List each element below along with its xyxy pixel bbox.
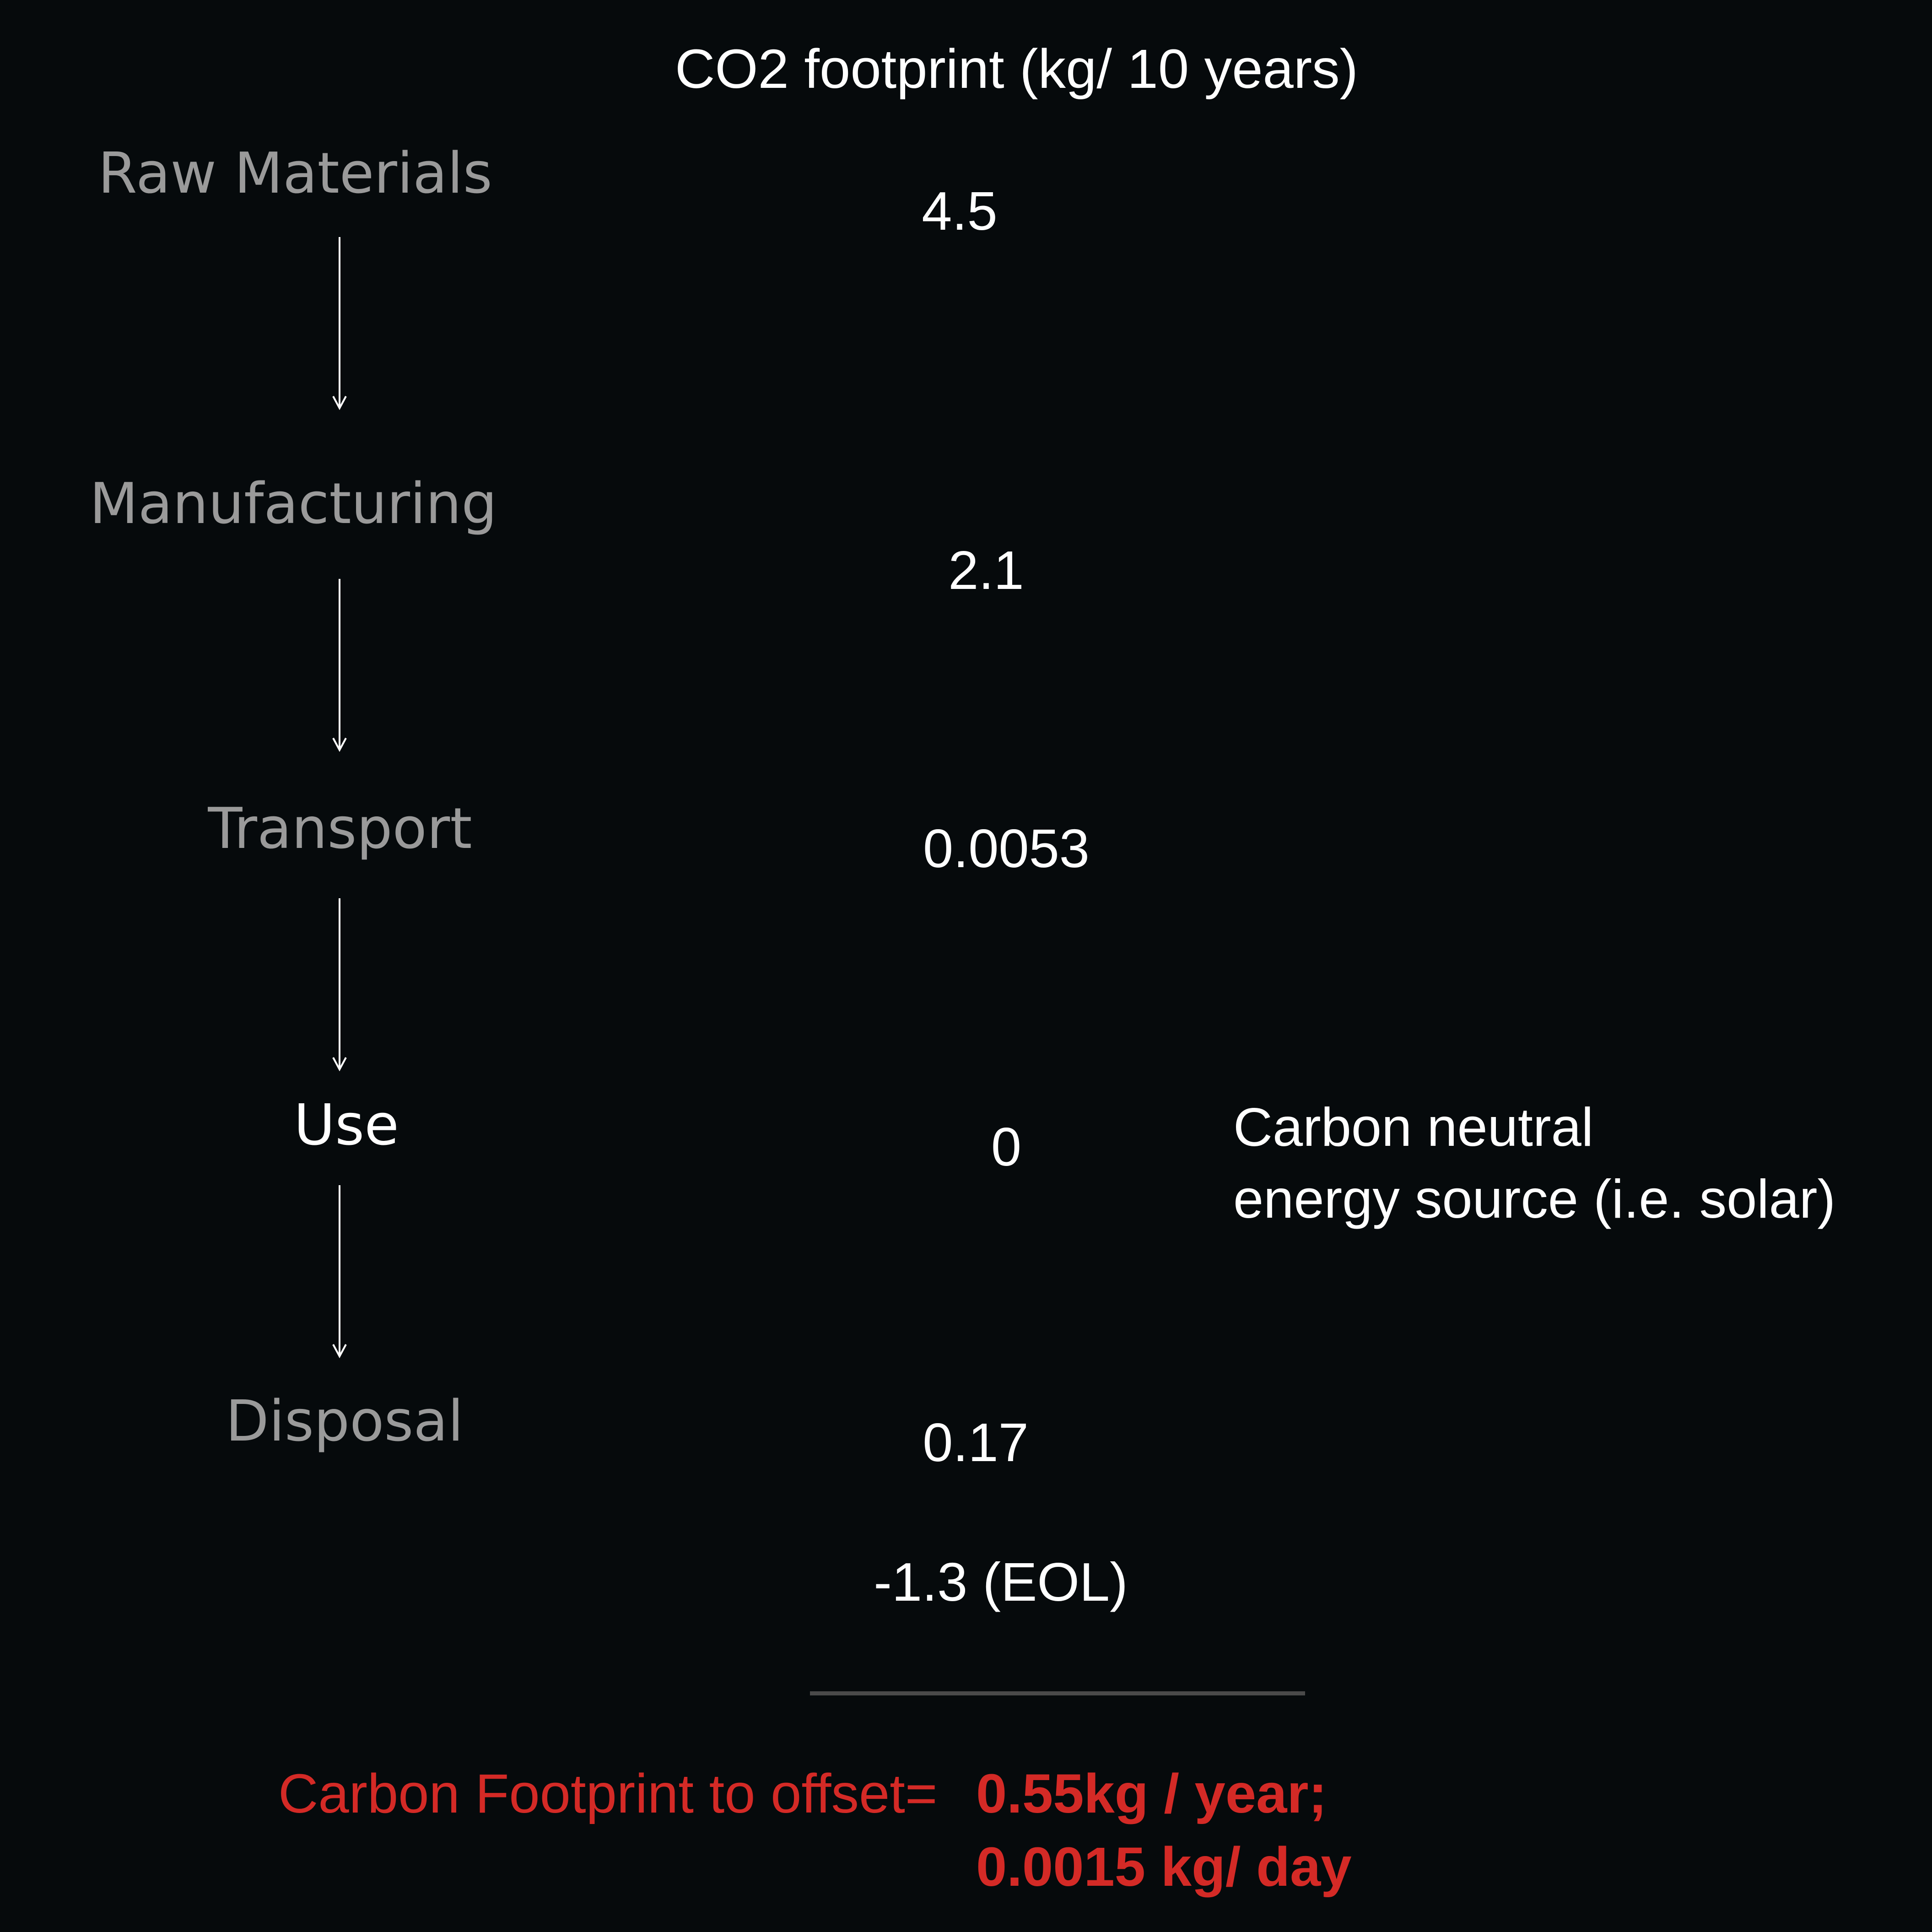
stage-label-use: Use	[294, 1093, 399, 1158]
sum-divider-line	[810, 1691, 1305, 1695]
summary-label: Carbon Footprint to offset=	[278, 1762, 938, 1824]
flow-arrow-down-icon	[332, 898, 347, 1071]
value-use: 0	[991, 1117, 1022, 1177]
flow-arrow-down-icon	[332, 579, 347, 752]
flow-arrow-down-icon	[332, 237, 347, 410]
stage-label-raw-materials: Raw Materials	[98, 141, 492, 206]
column-header: CO2 footprint (kg/ 10 years)	[675, 38, 1358, 100]
use-stage-note: Carbon neutral energy source (i.e. solar…	[1233, 1091, 1835, 1235]
value-disposal: 0.17	[923, 1412, 1029, 1473]
use-note-line-1: Carbon neutral	[1233, 1097, 1594, 1158]
value-manufacturing: 2.1	[948, 540, 1024, 601]
stage-label-disposal: Disposal	[226, 1389, 464, 1454]
offset-summary: Carbon Footprint to offset= 0.55kg / yea…	[278, 1757, 1352, 1898]
stage-label-manufacturing: Manufacturing	[89, 471, 497, 537]
value-transport: 0.0053	[923, 818, 1090, 879]
flow-arrow-down-icon	[332, 1185, 347, 1358]
summary-per-day: 0.0015 kg/ day	[976, 1835, 1352, 1898]
summary-per-year: 0.55kg / year;	[976, 1762, 1327, 1824]
summary-result: 0.55kg / year; 0.0015 kg/ day	[976, 1757, 1352, 1903]
use-note-line-2: energy source (i.e. solar)	[1233, 1169, 1836, 1230]
value-eol-credit: -1.3 (EOL)	[874, 1552, 1128, 1613]
stage-label-transport: Transport	[208, 796, 472, 862]
value-raw-materials: 4.5	[922, 181, 998, 242]
